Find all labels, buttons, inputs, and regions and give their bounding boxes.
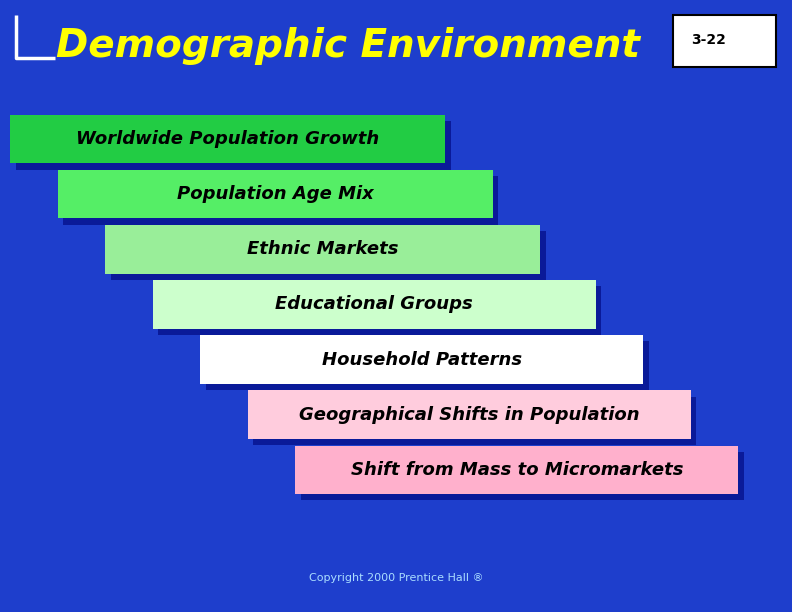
FancyBboxPatch shape <box>200 335 643 384</box>
Text: Household Patterns: Household Patterns <box>322 351 522 368</box>
FancyBboxPatch shape <box>206 341 649 390</box>
Text: Population Age Mix: Population Age Mix <box>177 185 374 203</box>
FancyBboxPatch shape <box>10 115 445 163</box>
FancyBboxPatch shape <box>673 15 776 67</box>
FancyBboxPatch shape <box>16 121 451 170</box>
FancyBboxPatch shape <box>158 286 601 335</box>
Text: Shift from Mass to Micromarkets: Shift from Mass to Micromarkets <box>351 461 683 479</box>
FancyBboxPatch shape <box>58 170 493 218</box>
FancyBboxPatch shape <box>111 231 546 280</box>
Text: Ethnic Markets: Ethnic Markets <box>247 241 398 258</box>
FancyBboxPatch shape <box>248 390 691 439</box>
Text: Educational Groups: Educational Groups <box>276 296 473 313</box>
FancyBboxPatch shape <box>63 176 498 225</box>
Text: 3-22: 3-22 <box>691 33 726 47</box>
Text: Geographical Shifts in Population: Geographical Shifts in Population <box>299 406 640 424</box>
FancyBboxPatch shape <box>153 280 596 329</box>
FancyBboxPatch shape <box>253 397 696 445</box>
Text: Demographic Environment: Demographic Environment <box>56 27 641 65</box>
Text: Copyright 2000 Prentice Hall ®: Copyright 2000 Prentice Hall ® <box>309 573 483 583</box>
FancyBboxPatch shape <box>105 225 540 274</box>
FancyBboxPatch shape <box>295 446 738 494</box>
Text: Worldwide Population Growth: Worldwide Population Growth <box>76 130 379 148</box>
FancyBboxPatch shape <box>301 452 744 500</box>
